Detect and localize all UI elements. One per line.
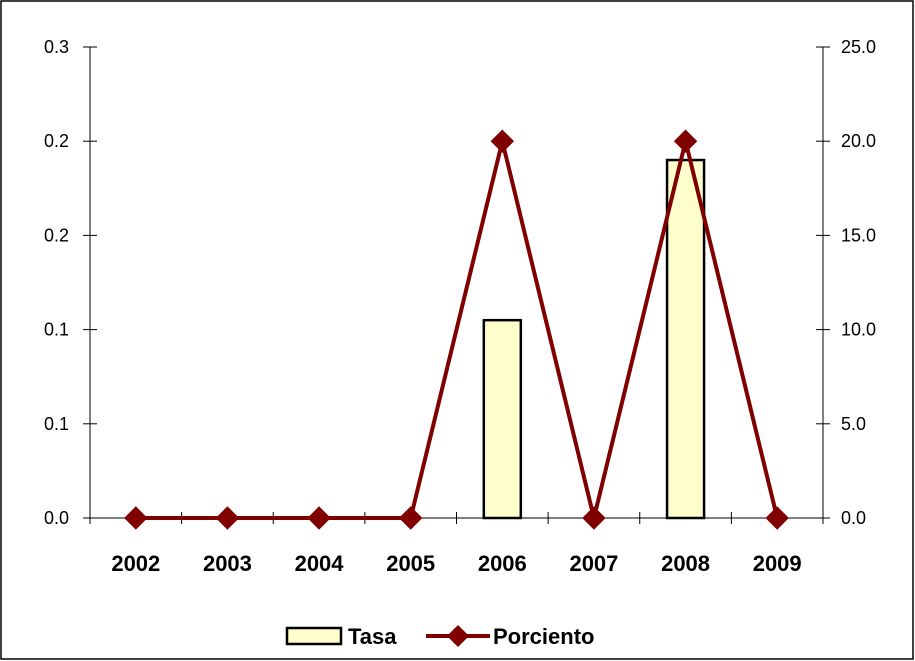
- right-tick-label: 10.0: [841, 320, 876, 340]
- left-tick-label: 0.1: [44, 414, 69, 434]
- right-tick-label: 15.0: [841, 225, 876, 245]
- legend-label-porciento: Porciento: [493, 624, 594, 649]
- point-porciento-2007: [582, 506, 606, 530]
- right-tick-label: 5.0: [841, 414, 866, 434]
- category-label-2008: 2008: [661, 551, 710, 576]
- category-label-2005: 2005: [386, 551, 435, 576]
- category-label-2003: 2003: [203, 551, 252, 576]
- point-porciento-2009: [765, 506, 789, 530]
- category-label-2006: 2006: [478, 551, 527, 576]
- category-label-2009: 2009: [753, 551, 802, 576]
- right-tick-label: 25.0: [841, 37, 876, 57]
- point-porciento-2002: [124, 506, 148, 530]
- legend-swatch-tasa: [285, 626, 343, 646]
- legend-marker-porciento: [447, 625, 469, 647]
- point-porciento-2006: [490, 129, 515, 153]
- point-porciento-2004: [307, 506, 331, 530]
- right-tick-label: 0.0: [841, 508, 866, 528]
- left-tick-label: 0.1: [44, 320, 69, 340]
- line-porciento: [135, 140, 780, 520]
- legend-label-tasa: Tasa: [348, 624, 397, 649]
- point-porciento-2005: [398, 506, 423, 530]
- bar-tasa-2006: [482, 318, 523, 520]
- point-porciento-2003: [215, 506, 240, 530]
- point-porciento-2008: [673, 129, 698, 153]
- category-label-2004: 2004: [295, 551, 345, 576]
- bar-tasa-2008: [665, 158, 706, 520]
- left-tick-label: 0.2: [44, 131, 69, 151]
- right-tick-label: 20.0: [841, 131, 876, 151]
- category-label-2007: 2007: [569, 551, 618, 576]
- category-label-2002: 2002: [111, 551, 160, 576]
- left-tick-label: 0.2: [44, 225, 69, 245]
- left-tick-label: 0.3: [44, 37, 69, 57]
- left-tick-label: 0.0: [44, 508, 69, 528]
